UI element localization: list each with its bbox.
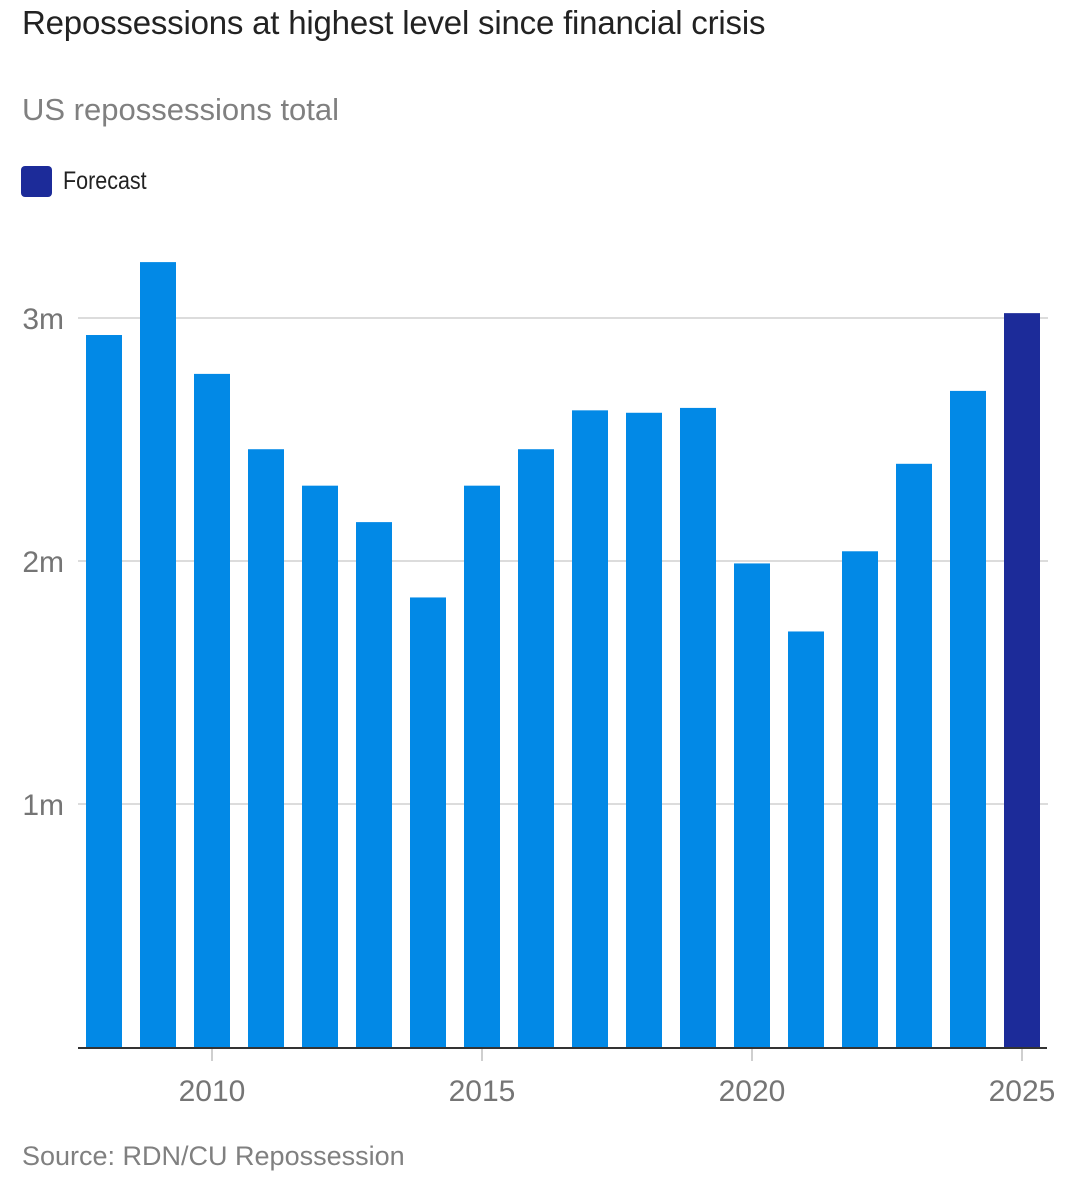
legend-label-forecast: Forecast [63,167,147,195]
bar-2023 [896,463,932,1047]
y-axis-labels: 1m 2m 3m [22,303,64,822]
x-tick-label: 2025 [989,1075,1056,1108]
bar-2024 [950,390,986,1047]
bar-2017 [572,410,608,1048]
x-tick-label: 2010 [179,1075,246,1108]
x-axis [78,1047,1047,1061]
bar-2022 [842,551,878,1047]
bar-2012 [302,485,338,1047]
bar-2021 [788,631,824,1047]
legend: Forecast [21,166,160,197]
bar-forecast-2025 [1004,313,1040,1047]
bar-2014 [410,597,446,1047]
source-note: Source: RDN/CU Repossession [22,1141,405,1171]
bar-2019 [680,407,716,1047]
bar-2008 [86,335,122,1047]
x-tick-label: 2020 [719,1075,786,1108]
bar-2011 [248,449,284,1048]
bar-2009 [140,262,176,1047]
bar-2013 [356,522,392,1047]
gridlines [78,317,1048,805]
x-tick-label: 2015 [449,1075,516,1108]
bars [86,262,1040,1048]
chart-subtitle: US repossessions total [22,92,340,127]
bar-2018 [626,412,662,1047]
x-axis-labels: 2010 2015 2020 2025 [179,1075,1056,1108]
bar-2016 [518,449,554,1048]
legend-swatch-forecast [21,166,52,197]
y-tick-label: 1m [22,789,64,822]
y-tick-label: 2m [22,546,64,579]
y-tick-label: 3m [22,303,64,336]
chart-title: Repossessions at highest level since fin… [22,4,766,41]
bar-2020 [734,563,770,1047]
bar-2010 [194,373,230,1047]
bar-2015 [464,485,500,1047]
